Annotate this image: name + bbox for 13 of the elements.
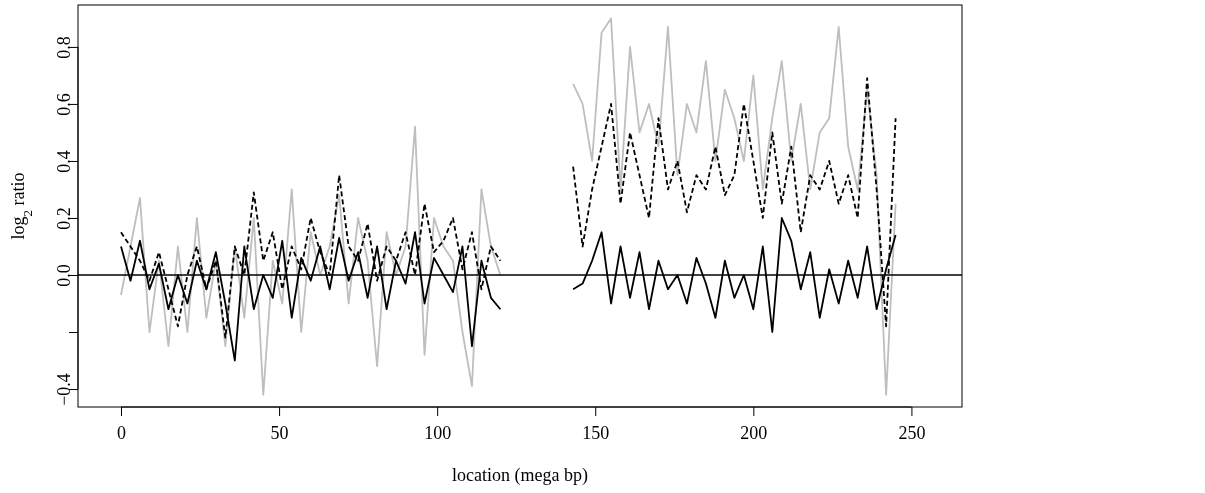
- x-tick-label: 100: [424, 422, 452, 443]
- y-tick-label: −0.4: [53, 373, 74, 406]
- y-tick-label: 0.2: [53, 207, 74, 230]
- y-tick-label: 0.0: [53, 264, 74, 287]
- x-tick-label: 50: [270, 422, 289, 443]
- x-axis-title: location (mega bp): [452, 465, 588, 486]
- y-tick-label: 0.4: [53, 150, 74, 173]
- y-tick-label: 0.6: [53, 93, 74, 116]
- x-tick-label: 250: [898, 422, 926, 443]
- x-tick-label: 200: [740, 422, 768, 443]
- y-tick-label: 0.8: [53, 36, 74, 59]
- x-tick-label: 0: [117, 422, 126, 443]
- x-tick-label: 150: [582, 422, 610, 443]
